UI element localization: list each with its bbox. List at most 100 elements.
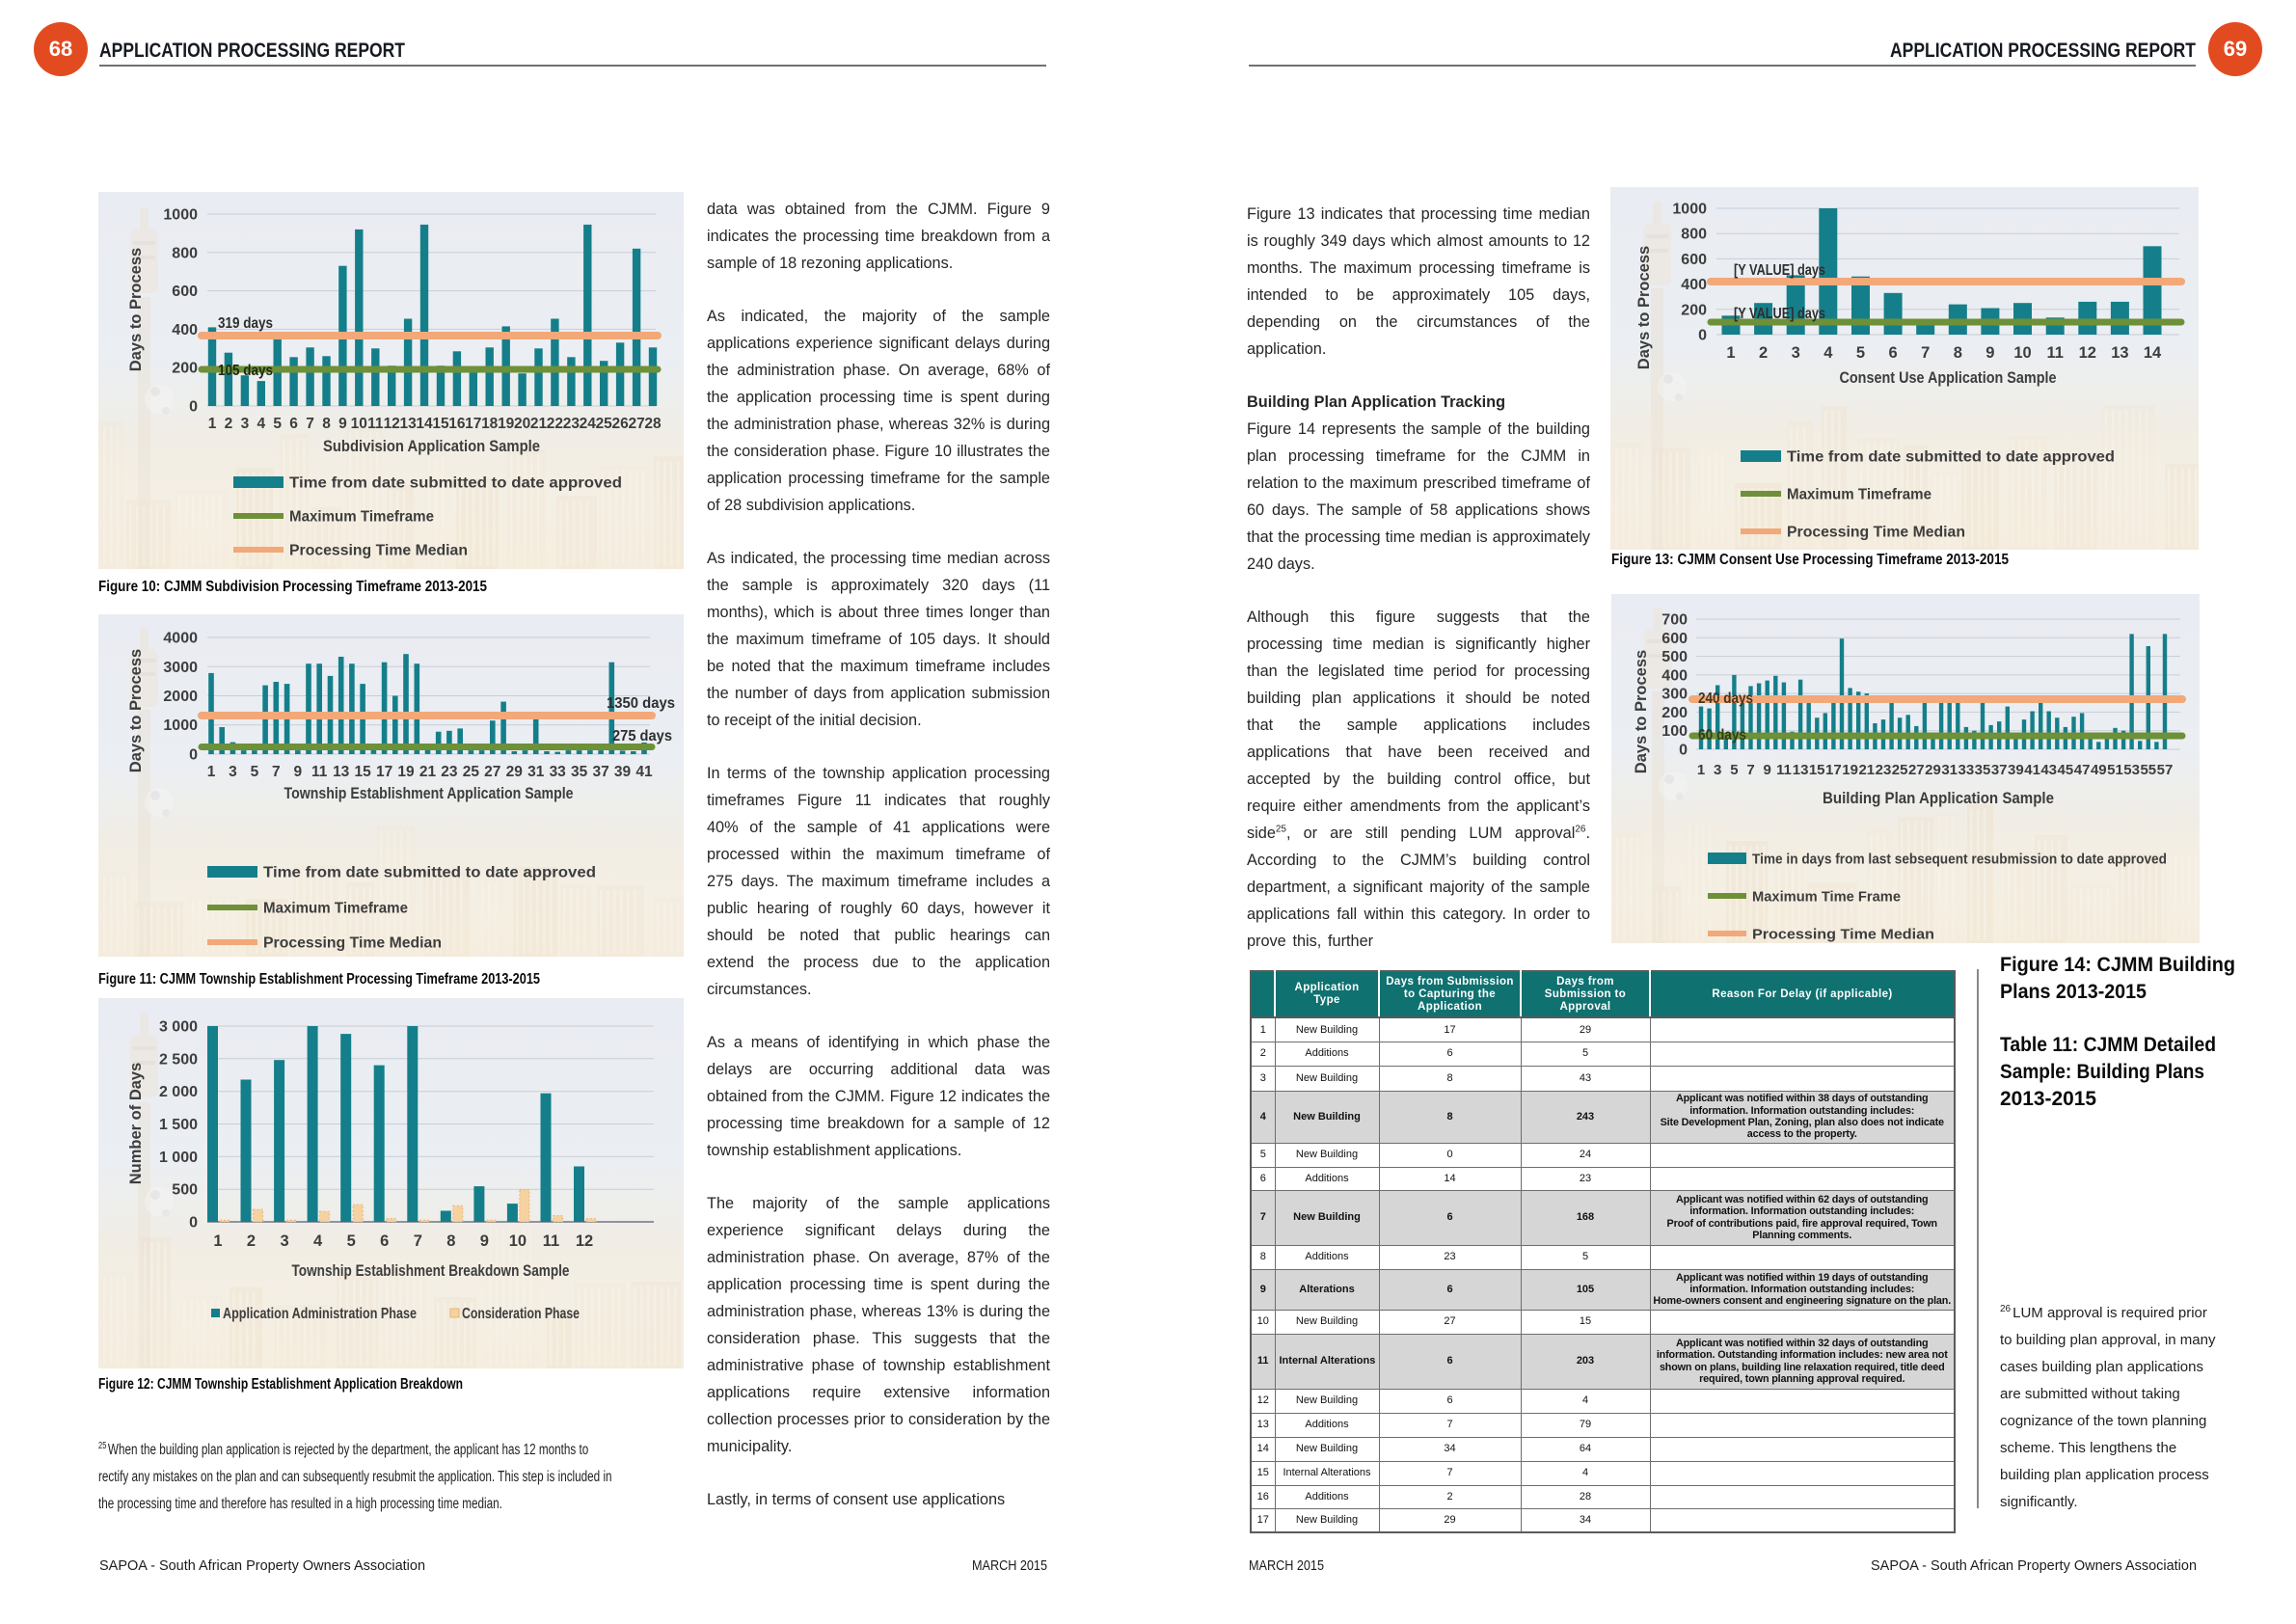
svg-text:3: 3 — [1792, 344, 1800, 362]
svg-text:Table 11: CJMM Detailed: Table 11: CJMM Detailed — [2000, 1034, 2216, 1056]
svg-text:Maximum Time Frame: Maximum Time Frame — [1752, 889, 1901, 906]
svg-text:16: 16 — [448, 416, 466, 432]
svg-text:4: 4 — [257, 416, 265, 432]
svg-text:19: 19 — [498, 416, 515, 432]
svg-text:39: 39 — [614, 764, 632, 780]
svg-text:275 days: 275 days — [612, 728, 672, 744]
svg-text:Figure 13: CJMM Consent Use Pr: Figure 13: CJMM Consent Use Processing T… — [1611, 552, 2009, 568]
svg-text:37: 37 — [1991, 762, 2008, 778]
svg-text:4000: 4000 — [163, 631, 198, 647]
svg-text:23: 23 — [1876, 762, 1892, 778]
svg-text:11: 11 — [2046, 344, 2063, 362]
svg-text:MARCH 2015: MARCH 2015 — [972, 1557, 1047, 1574]
svg-text:700: 700 — [1661, 612, 1688, 629]
svg-text:28: 28 — [644, 416, 662, 432]
svg-text:Figure 10: CJMM Subdivision Pr: Figure 10: CJMM Subdivision Processing T… — [98, 579, 487, 595]
svg-text:12: 12 — [384, 416, 400, 432]
svg-text:10: 10 — [351, 416, 367, 432]
svg-text:49: 49 — [2091, 762, 2107, 778]
svg-text:13: 13 — [2111, 344, 2128, 362]
svg-text:23: 23 — [563, 416, 581, 432]
svg-text:800: 800 — [172, 245, 198, 261]
svg-text:Figure 14: CJMM Building: Figure 14: CJMM Building — [2000, 956, 2235, 976]
svg-text:21: 21 — [419, 764, 437, 780]
svg-text:1350 days: 1350 days — [607, 695, 675, 712]
svg-text:4: 4 — [313, 1232, 323, 1250]
svg-text:1: 1 — [213, 1232, 222, 1250]
svg-text:Building Plan Application Samp: Building Plan Application Sample — [1823, 790, 2054, 807]
svg-text:12: 12 — [2079, 344, 2096, 362]
svg-text:35: 35 — [571, 764, 588, 780]
svg-text:0: 0 — [1698, 328, 1707, 344]
svg-text:Consent Use Application Sample: Consent Use Application Sample — [1840, 369, 2057, 387]
svg-text:400: 400 — [1661, 667, 1688, 684]
svg-text:17: 17 — [1825, 762, 1842, 778]
svg-text:13: 13 — [1793, 762, 1809, 778]
svg-text:2 000: 2 000 — [159, 1084, 198, 1100]
svg-text:100: 100 — [1661, 723, 1688, 740]
svg-text:SAPOA - South African Property: SAPOA - South African Property Owners As… — [1871, 1557, 2197, 1574]
svg-text:19: 19 — [1842, 762, 1858, 778]
svg-text:Maximum Timeframe: Maximum Timeframe — [289, 509, 434, 526]
svg-text:3: 3 — [281, 1232, 289, 1250]
svg-text:25: 25 — [463, 764, 480, 780]
svg-text:2000: 2000 — [163, 689, 198, 705]
svg-text:19: 19 — [397, 764, 415, 780]
svg-text:2: 2 — [225, 416, 233, 432]
svg-text:0: 0 — [189, 747, 198, 764]
svg-text:1: 1 — [1726, 344, 1735, 362]
svg-text:17: 17 — [465, 416, 481, 432]
svg-text:8: 8 — [446, 1232, 455, 1250]
svg-text:Time from date submitted to da: Time from date submitted to date approve… — [289, 475, 622, 492]
svg-text:39: 39 — [2008, 762, 2024, 778]
svg-text:5: 5 — [273, 416, 282, 432]
svg-text:5: 5 — [347, 1232, 356, 1250]
svg-text:[Y VALUE] days: [Y VALUE] days — [1734, 262, 1825, 279]
svg-text:55: 55 — [2140, 762, 2156, 778]
svg-text:1 500: 1 500 — [159, 1117, 198, 1133]
svg-text:31: 31 — [527, 764, 545, 780]
svg-text:200: 200 — [1681, 302, 1707, 318]
svg-text:60 days: 60 days — [1698, 727, 1746, 744]
svg-text:600: 600 — [172, 284, 198, 300]
svg-text:2 500: 2 500 — [159, 1051, 198, 1068]
svg-text:Application Administration Pha: Application Administration Phase — [223, 1306, 417, 1322]
svg-text:1000: 1000 — [1672, 202, 1707, 218]
svg-text:53: 53 — [2123, 762, 2140, 778]
svg-text:21: 21 — [530, 416, 548, 432]
svg-text:9: 9 — [480, 1232, 489, 1250]
svg-text:Time from date submitted to da: Time from date submitted to date approve… — [1787, 449, 2115, 466]
svg-text:Sample: Building Plans: Sample: Building Plans — [2000, 1061, 2204, 1083]
svg-text:13: 13 — [399, 416, 417, 432]
svg-text:6: 6 — [289, 416, 298, 432]
svg-text:Number of Days: Number of Days — [127, 1063, 145, 1185]
svg-text:35: 35 — [1975, 762, 1991, 778]
svg-text:Processing Time Median: Processing Time Median — [1752, 927, 1934, 943]
svg-text:200: 200 — [172, 361, 198, 377]
svg-text:27: 27 — [628, 416, 644, 432]
svg-text:29: 29 — [1925, 762, 1941, 778]
svg-text:10: 10 — [2013, 344, 2031, 362]
svg-text:Days to Process: Days to Process — [1633, 650, 1650, 773]
svg-text:9: 9 — [338, 416, 347, 432]
svg-text:9: 9 — [1985, 344, 1994, 362]
svg-text:Time in days from last sebsequ: Time in days from last sebsequent resubm… — [1752, 852, 2167, 868]
svg-text:APPLICATION PROCESSING REPORT: APPLICATION PROCESSING REPORT — [99, 39, 405, 62]
svg-text:2: 2 — [247, 1232, 256, 1250]
svg-text:8: 8 — [1954, 344, 1962, 362]
svg-text:Township Establishment Breakdo: Township Establishment Breakdown Sample — [292, 1262, 570, 1280]
svg-text:2013-2015: 2013-2015 — [2000, 1088, 2096, 1110]
svg-text:24: 24 — [580, 416, 597, 432]
svg-text:Processing Time Median: Processing Time Median — [263, 935, 442, 952]
svg-text:23: 23 — [441, 764, 458, 780]
svg-text:43: 43 — [2040, 762, 2057, 778]
svg-text:5: 5 — [1730, 762, 1738, 778]
svg-text:22: 22 — [547, 416, 563, 432]
svg-text:51: 51 — [2107, 762, 2123, 778]
svg-text:2: 2 — [1759, 344, 1768, 362]
svg-text:31: 31 — [1941, 762, 1958, 778]
svg-text:33: 33 — [1958, 762, 1975, 778]
svg-text:0: 0 — [189, 1215, 198, 1232]
svg-text:9: 9 — [1764, 762, 1771, 778]
svg-text:7: 7 — [414, 1232, 422, 1250]
